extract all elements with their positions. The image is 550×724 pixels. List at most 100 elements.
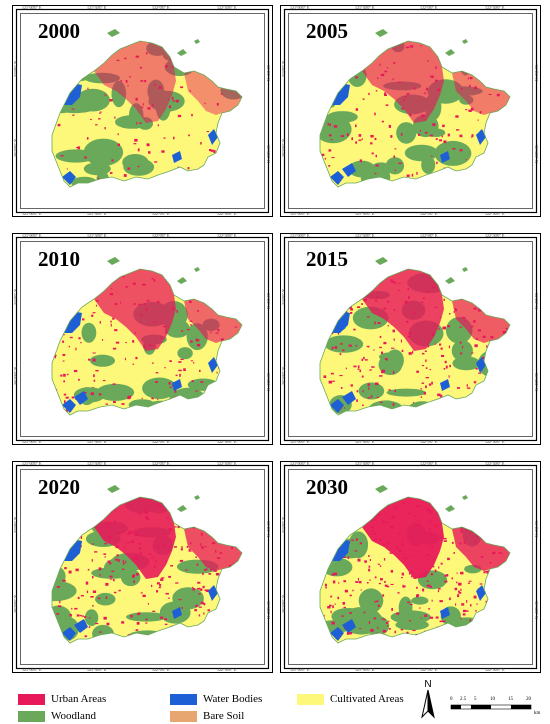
- top-tick-label: 121°30'0" E: [355, 461, 375, 466]
- top-tick-label: 121°00'0" E: [22, 5, 42, 10]
- legend-swatch-urban: [18, 694, 45, 705]
- bottom-tick-label: 122°30'0" E: [217, 439, 237, 444]
- land-use-map: [12, 5, 273, 217]
- top-tick-label: 121°30'0" E: [87, 5, 107, 10]
- top-tick-label: 121°30'0" E: [87, 233, 107, 238]
- bottom-tick-label: 122°30'0" E: [485, 667, 505, 672]
- land-use-map: [280, 461, 541, 673]
- top-tick-label: 122°30'0" E: [217, 5, 237, 10]
- right-tick-label: 31°0'0" N: [534, 65, 539, 81]
- bottom-tick-label: 121°00'0" E: [22, 211, 42, 216]
- scale-bar: 0 2.5 5 10 15 20 km: [447, 697, 545, 717]
- scale-label-15: 15: [508, 697, 513, 702]
- right-tick-label: 31°0'0" N: [534, 293, 539, 309]
- map-panel-2010: 2010 121°00'0" E 121°30'0" E 122°0'0" E 122°…: [12, 233, 273, 445]
- left-tick-label: 30°30'0" N: [281, 367, 286, 385]
- bottom-tick-label: 121°00'0" E: [22, 439, 42, 444]
- left-tick-label: 31°0'0" N: [13, 517, 18, 533]
- map-panel-2030: 2030 121°00'0" E 121°30'0" E 122°0'0" E 122°…: [280, 461, 541, 673]
- legend-swatch-water: [170, 694, 197, 705]
- map-year-label: 2020: [38, 475, 80, 499]
- top-tick-label: 121°30'0" E: [355, 5, 375, 10]
- land-use-map: [12, 233, 273, 445]
- top-tick-label: 122°30'0" E: [217, 233, 237, 238]
- right-tick-label: 30°30'0" N: [266, 145, 271, 163]
- scale-label-20: 20: [526, 697, 531, 702]
- map-year-label: 2005: [306, 19, 348, 43]
- top-tick-label: 121°00'0" E: [290, 461, 310, 466]
- legend: Urban Areas Water Bodies Cultivated Area…: [0, 690, 550, 723]
- bottom-tick-label: 121°30'0" E: [87, 439, 107, 444]
- legend-swatch-cultivated: [297, 694, 324, 705]
- scale-label-0: 0: [450, 697, 453, 702]
- bottom-tick-label: 121°00'0" E: [290, 667, 310, 672]
- scale-label-2-5: 2.5: [460, 697, 467, 702]
- top-tick-label: 122°30'0" E: [485, 5, 505, 10]
- map-year-label: 2015: [306, 247, 348, 271]
- bottom-tick-label: 122°30'0" E: [485, 211, 505, 216]
- left-tick-label: 30°30'0" N: [13, 595, 18, 613]
- left-tick-label: 31°0'0" N: [13, 289, 18, 305]
- legend-swatch-bare-soil: [170, 711, 197, 722]
- bottom-tick-label: 121°00'0" E: [290, 211, 310, 216]
- right-tick-label: 31°0'0" N: [266, 293, 271, 309]
- top-tick-label: 122°0'0" E: [420, 5, 438, 10]
- right-tick-label: 31°0'0" N: [534, 521, 539, 537]
- top-tick-label: 121°30'0" E: [87, 461, 107, 466]
- left-tick-label: 30°30'0" N: [13, 139, 18, 157]
- legend-label-urban: Urban Areas: [51, 693, 107, 705]
- top-tick-label: 122°0'0" E: [420, 461, 438, 466]
- map-year-label: 2000: [38, 19, 80, 43]
- map-year-label: 2010: [38, 247, 80, 271]
- legend-label-water: Water Bodies: [203, 693, 263, 705]
- scale-label-10: 10: [490, 697, 495, 702]
- map-panel-2020: 2020 121°00'0" E 121°30'0" E 122°0'0" E 122°…: [12, 461, 273, 673]
- bottom-tick-label: 122°30'0" E: [217, 211, 237, 216]
- top-tick-label: 122°0'0" E: [152, 461, 170, 466]
- bottom-tick-label: 122°0'0" E: [420, 439, 438, 444]
- top-tick-label: 121°00'0" E: [22, 461, 42, 466]
- bottom-tick-label: 121°30'0" E: [355, 439, 375, 444]
- right-tick-label: 30°30'0" N: [534, 373, 539, 391]
- scale-unit: km: [534, 711, 541, 716]
- bottom-tick-label: 122°0'0" E: [152, 667, 170, 672]
- scale-label-5: 5: [474, 697, 477, 702]
- left-tick-label: 30°30'0" N: [281, 139, 286, 157]
- land-use-map: [280, 5, 541, 217]
- top-tick-label: 122°30'0" E: [485, 461, 505, 466]
- bottom-tick-label: 121°00'0" E: [22, 667, 42, 672]
- bottom-tick-label: 122°0'0" E: [152, 439, 170, 444]
- right-tick-label: 30°30'0" N: [534, 145, 539, 163]
- bottom-tick-label: 121°00'0" E: [290, 439, 310, 444]
- bottom-tick-label: 122°0'0" E: [420, 211, 438, 216]
- right-tick-label: 30°30'0" N: [266, 373, 271, 391]
- bottom-tick-label: 121°30'0" E: [355, 211, 375, 216]
- bottom-tick-label: 122°0'0" E: [420, 667, 438, 672]
- map-panel-2015: 2015 121°00'0" E 121°30'0" E 122°0'0" E 122°…: [280, 233, 541, 445]
- left-tick-label: 31°0'0" N: [281, 61, 286, 77]
- legend-label-bare-soil: Bare Soil: [203, 710, 245, 722]
- left-tick-label: 30°30'0" N: [13, 367, 18, 385]
- north-arrow: N: [417, 679, 439, 719]
- right-tick-label: 31°0'0" N: [266, 521, 271, 537]
- top-tick-label: 121°00'0" E: [22, 233, 42, 238]
- left-tick-label: 31°0'0" N: [13, 61, 18, 77]
- land-use-map: [280, 233, 541, 445]
- right-tick-label: 30°30'0" N: [534, 601, 539, 619]
- bottom-tick-label: 122°30'0" E: [485, 439, 505, 444]
- right-tick-label: 30°30'0" N: [266, 601, 271, 619]
- north-arrow-label: N: [424, 679, 431, 690]
- top-tick-label: 122°0'0" E: [152, 233, 170, 238]
- bottom-tick-label: 121°30'0" E: [355, 667, 375, 672]
- land-use-map: [12, 461, 273, 673]
- top-tick-label: 121°00'0" E: [290, 233, 310, 238]
- bottom-tick-label: 121°30'0" E: [87, 667, 107, 672]
- top-tick-label: 122°0'0" E: [152, 5, 170, 10]
- bottom-tick-label: 122°0'0" E: [152, 211, 170, 216]
- left-tick-label: 31°0'0" N: [281, 517, 286, 533]
- legend-label-cultivated: Cultivated Areas: [330, 693, 404, 705]
- legend-swatch-woodland: [18, 711, 45, 722]
- top-tick-label: 122°30'0" E: [217, 461, 237, 466]
- right-tick-label: 31°0'0" N: [266, 65, 271, 81]
- left-tick-label: 31°0'0" N: [281, 289, 286, 305]
